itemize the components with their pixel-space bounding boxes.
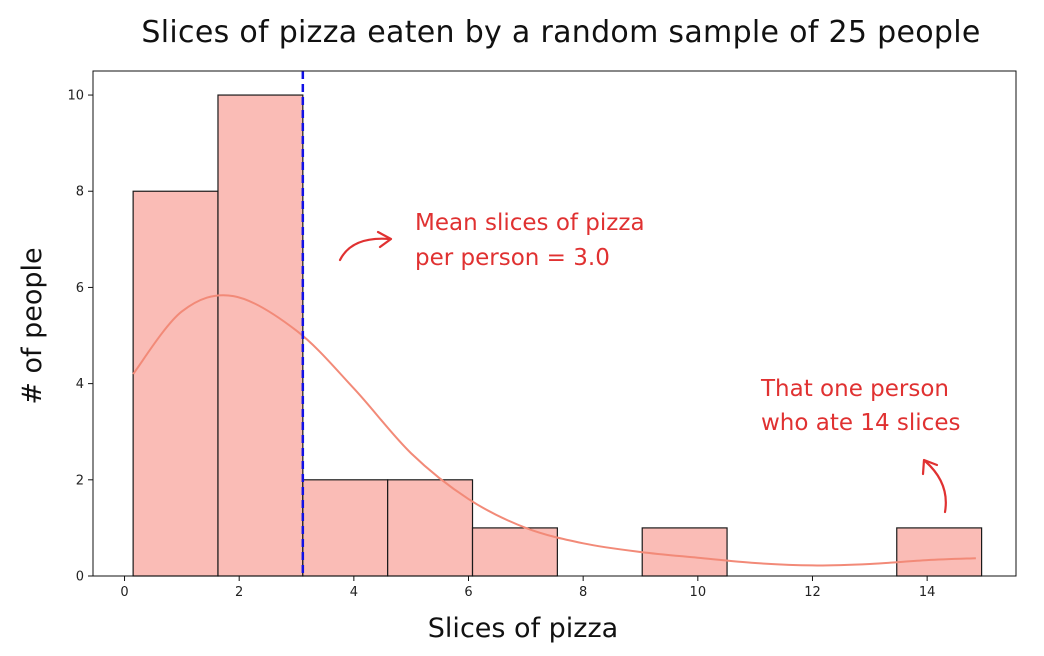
histogram-bar-5 xyxy=(471,527,558,577)
outlier-annotation: That one person who ate 14 slices xyxy=(760,376,960,514)
mean-annotation-line-2: per person = 3.0 xyxy=(415,245,610,271)
mean-annotation: Mean slices of pizza per person = 3.0 xyxy=(338,210,645,271)
kde-curve xyxy=(132,294,976,567)
x-tick-label: 0 xyxy=(120,585,128,600)
y-tick-label: 4 xyxy=(76,377,84,392)
plot-frame xyxy=(92,70,1017,577)
mean-annotation-arrowhead xyxy=(376,230,393,249)
y-tick-label: 0 xyxy=(76,570,84,585)
y-axis-title: # of people xyxy=(17,247,48,404)
x-tick-label: 2 xyxy=(235,585,243,600)
y-tick-label: 10 xyxy=(67,89,84,104)
x-axis: 0 2 4 6 8 10 12 14 xyxy=(120,576,935,600)
histogram-bar-10 xyxy=(896,527,983,577)
plot-area xyxy=(92,70,1017,577)
x-tick-label: 12 xyxy=(804,585,821,600)
mean-annotation-arrow xyxy=(338,237,392,262)
x-tick-label: 8 xyxy=(579,585,587,600)
outlier-annotation-arrow xyxy=(923,459,947,514)
x-axis-title: Slices of pizza xyxy=(428,613,618,644)
outlier-annotation-line-1: That one person xyxy=(760,376,949,402)
histogram-bars xyxy=(132,94,983,577)
y-tick-label: 8 xyxy=(76,185,84,200)
x-tick-label: 10 xyxy=(690,585,707,600)
histogram-bar-7 xyxy=(641,527,728,577)
x-tick-label: 6 xyxy=(464,585,472,600)
outlier-annotation-line-2: who ate 14 slices xyxy=(761,410,960,436)
chart-title: Slices of pizza eaten by a random sample… xyxy=(141,15,980,50)
y-tick-label: 6 xyxy=(76,281,84,296)
histogram-bar-1 xyxy=(132,190,219,577)
x-tick-label: 14 xyxy=(919,585,936,600)
histogram-bar-3 xyxy=(302,479,389,577)
y-axis: 0 2 4 6 8 10 xyxy=(67,89,93,585)
histogram-bar-2 xyxy=(217,94,304,577)
mean-annotation-line-1: Mean slices of pizza xyxy=(415,210,645,236)
x-tick-label: 4 xyxy=(350,585,358,600)
y-tick-label: 2 xyxy=(76,473,84,488)
histogram-bar-4 xyxy=(387,479,474,577)
outlier-annotation-arrowhead xyxy=(921,458,939,476)
